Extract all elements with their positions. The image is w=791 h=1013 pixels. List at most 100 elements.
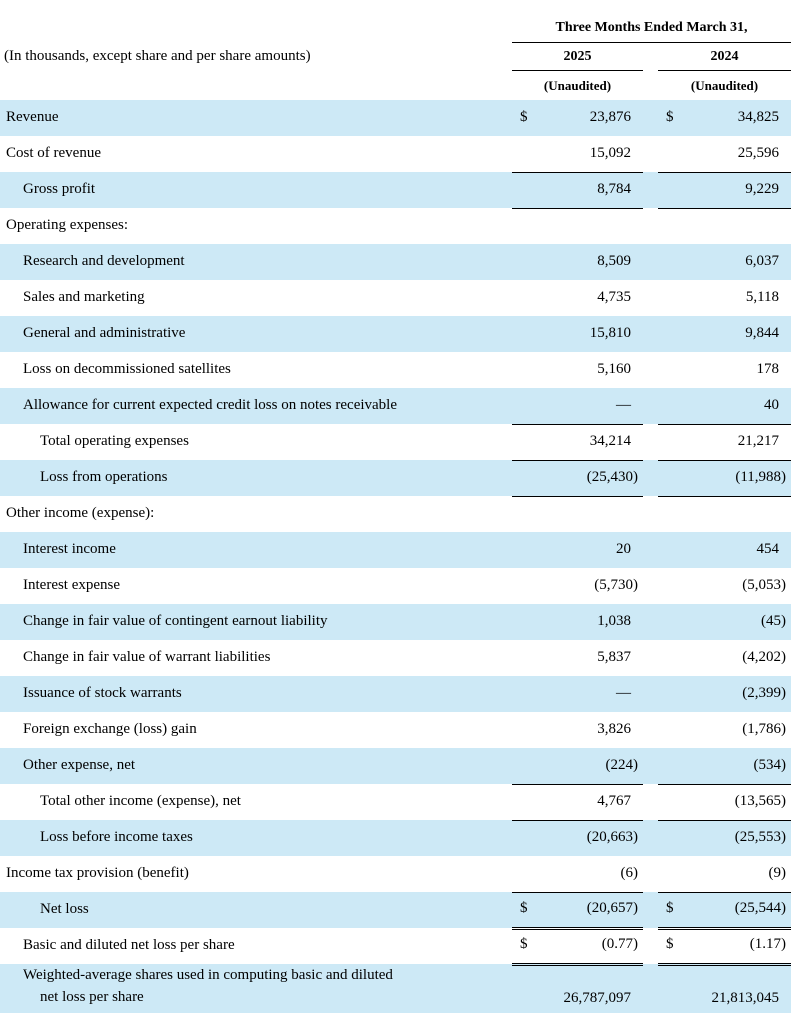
value-cell: 4,735 bbox=[597, 289, 631, 305]
value-cell: 8,784 bbox=[542, 172, 643, 209]
row-label: Total other income (expense), net bbox=[40, 793, 241, 809]
dollar-sign bbox=[658, 136, 688, 173]
dollar-sign bbox=[658, 784, 688, 821]
dollar-sign bbox=[658, 424, 688, 461]
dollar-sign bbox=[658, 820, 688, 856]
value-cell: 8,509 bbox=[597, 253, 631, 269]
column-gap bbox=[643, 70, 658, 100]
value-cell: 23,876 bbox=[589, 109, 631, 125]
dollar-sign bbox=[658, 208, 688, 244]
value-cell: 15,810 bbox=[589, 325, 631, 341]
row-label: Research and development bbox=[23, 253, 185, 269]
column-gap bbox=[643, 892, 658, 928]
table-row: Issuance of stock warrants — (2,399) bbox=[0, 676, 791, 712]
dollar-sign bbox=[512, 748, 542, 785]
value-cell: (25,553) bbox=[734, 829, 787, 845]
column-gap bbox=[643, 208, 658, 244]
dollar-sign: $ bbox=[512, 928, 542, 966]
table-row: Total other income (expense), net 4,767 (1… bbox=[0, 784, 791, 821]
dollar-sign bbox=[512, 964, 542, 1013]
dollar-sign bbox=[658, 676, 688, 712]
column-gap bbox=[643, 928, 658, 964]
value-cell: 34,825 bbox=[737, 109, 780, 125]
value-cell: (1.17) bbox=[688, 928, 791, 966]
dollar-sign bbox=[658, 388, 688, 425]
dollar-sign: $ bbox=[520, 109, 528, 125]
dollar-sign bbox=[658, 244, 688, 280]
value-cell: (534) bbox=[688, 748, 791, 785]
row-label: Weighted-average shares used in computin… bbox=[0, 964, 512, 1013]
table-row: General and administrative 15,810 9,844 bbox=[0, 316, 791, 352]
value-cell: 15,092 bbox=[542, 136, 643, 173]
column-gap bbox=[643, 316, 658, 352]
dollar-sign bbox=[658, 532, 688, 568]
column-gap bbox=[643, 244, 658, 280]
dollar-sign: $ bbox=[666, 109, 674, 125]
column-gap bbox=[643, 604, 658, 640]
row-label: Cost of revenue bbox=[6, 145, 101, 161]
row-label: General and administrative bbox=[23, 325, 186, 341]
value-cell: (1,786) bbox=[742, 721, 787, 737]
value-cell: (20,657) bbox=[542, 892, 643, 930]
dollar-sign bbox=[512, 676, 542, 712]
column-gap bbox=[643, 388, 658, 424]
column-gap bbox=[643, 640, 658, 676]
column-gap bbox=[643, 42, 658, 70]
row-label: Operating expenses: bbox=[6, 217, 129, 233]
value-cell: 178 bbox=[756, 361, 780, 377]
value-cell: (11,988) bbox=[688, 460, 791, 497]
value-cell: 6,037 bbox=[745, 253, 780, 269]
dollar-sign bbox=[658, 964, 688, 1013]
value-cell: 9,844 bbox=[745, 325, 780, 341]
column-gap bbox=[643, 280, 658, 316]
dollar-sign bbox=[512, 172, 542, 209]
value-cell: 25,596 bbox=[688, 136, 791, 173]
value-cell bbox=[542, 496, 643, 532]
dollar-sign bbox=[658, 352, 688, 388]
dollar-sign bbox=[512, 352, 542, 388]
row-label: Total operating expenses bbox=[40, 433, 189, 449]
dollar-sign bbox=[512, 388, 542, 425]
value-cell: — bbox=[542, 388, 643, 425]
table-row: Total operating expenses 34,214 21,217 bbox=[0, 424, 791, 461]
column-status-2024: (Unaudited) bbox=[690, 77, 759, 93]
table-row: Foreign exchange (loss) gain 3,826 (1,786) bbox=[0, 712, 791, 748]
table-row: Allowance for current expected credit lo… bbox=[0, 388, 791, 425]
dollar-sign bbox=[512, 208, 542, 244]
column-gap bbox=[643, 532, 658, 568]
table-row: Sales and marketing 4,735 5,118 bbox=[0, 280, 791, 316]
value-cell: — bbox=[616, 685, 631, 701]
table-row: Other income (expense): bbox=[0, 496, 791, 532]
dollar-sign bbox=[512, 604, 542, 640]
value-cell: (0.77) bbox=[542, 928, 643, 966]
dollar-sign bbox=[658, 604, 688, 640]
dollar-sign: $ bbox=[658, 892, 688, 930]
row-label: Income tax provision (benefit) bbox=[6, 865, 189, 881]
dollar-sign bbox=[658, 640, 688, 676]
column-gap bbox=[643, 424, 658, 460]
column-gap bbox=[643, 820, 658, 856]
row-label: Basic and diluted net loss per share bbox=[23, 937, 235, 953]
value-cell: 9,229 bbox=[688, 172, 791, 209]
column-gap bbox=[643, 568, 658, 604]
table-row: Interest expense (5,730) (5,053) bbox=[0, 568, 791, 604]
dollar-sign bbox=[658, 316, 688, 352]
column-gap bbox=[643, 496, 658, 532]
column-gap bbox=[643, 172, 658, 208]
value-cell: (5,730) bbox=[594, 577, 638, 593]
table-row: Basic and diluted net loss per share $ (0.… bbox=[0, 928, 791, 966]
value-cell: 20 bbox=[616, 541, 631, 557]
table-row: Income tax provision (benefit) (6) (9) bbox=[0, 856, 791, 893]
column-gap bbox=[643, 460, 658, 496]
dollar-sign bbox=[658, 460, 688, 497]
column-gap bbox=[643, 100, 658, 136]
column-year-2025: 2025 bbox=[512, 42, 643, 71]
column-gap bbox=[643, 784, 658, 820]
row-label: Other expense, net bbox=[23, 757, 136, 773]
dollar-sign bbox=[658, 496, 688, 532]
value-cell: 26,787,097 bbox=[542, 964, 643, 1013]
row-label: Loss on decommissioned satellites bbox=[23, 361, 231, 377]
header-spacer bbox=[0, 0, 512, 42]
row-label-line: Weighted-average shares used in computin… bbox=[23, 967, 393, 983]
